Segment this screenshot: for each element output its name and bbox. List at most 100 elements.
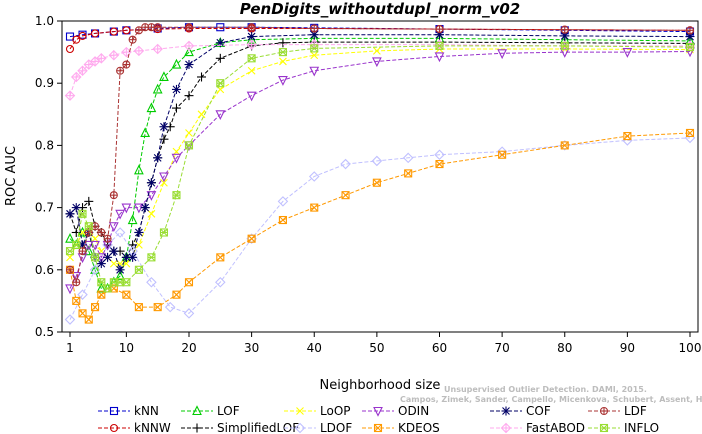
series-ldf-point: [78, 247, 87, 256]
series-odin-point: [71, 271, 82, 282]
legend-marker: [373, 406, 383, 417]
series-inflo-point: [278, 48, 287, 57]
series-ldf-point: [128, 35, 137, 44]
series-cof-point: [146, 178, 156, 188]
series-inflo-point: [103, 284, 112, 293]
series-simplifiedlof-point: [215, 53, 225, 63]
legend-label: kNNW: [134, 421, 171, 434]
legend-marker: [109, 423, 119, 433]
series-ldof-point: [402, 152, 414, 164]
series-inflo-point: [560, 41, 569, 50]
series-simplifiedlof-point: [278, 38, 288, 48]
legend-label: FastABOD: [526, 421, 585, 434]
y-tick-label: 0.6: [35, 263, 54, 277]
series-lof-point: [133, 164, 144, 175]
series-ldf-point: [65, 265, 75, 274]
series-lof-point: [127, 214, 138, 225]
series-knnw-point: [72, 35, 81, 44]
watermark-line-1: Unsupervised Outlier Detection. DAMI, 20…: [444, 385, 647, 394]
series-fastabod-point: [246, 39, 257, 50]
legend-item-kdeos: KDEOS: [362, 421, 440, 434]
series-fastabod-point: [77, 65, 88, 77]
series-lof-point: [83, 245, 94, 256]
series-kdeos-point: [404, 169, 413, 178]
x-tick-label: 100: [679, 341, 702, 355]
series-loop-point: [279, 57, 287, 66]
series-inflo-point: [84, 222, 93, 231]
watermark-line-2: Campos, Zimek, Sander, Campello, Micenko…: [400, 395, 702, 404]
series-ldf-point: [310, 24, 319, 33]
x-tick-label: 30: [244, 341, 259, 355]
x-axis-ticks: 1 10 20 30 40 50 60 70 80 90 100: [66, 332, 701, 355]
series-inflo-point: [122, 278, 131, 287]
x-tick-label: 1: [66, 341, 74, 355]
series-cof-line: [69, 34, 691, 272]
series-loop-point: [310, 51, 319, 60]
series-inflo-point: [91, 253, 100, 262]
series-fastabod-point: [108, 49, 120, 61]
series-kdeos-point: [134, 303, 143, 312]
series-cof-point: [115, 265, 125, 275]
series-kdeos-point: [341, 191, 350, 200]
legend-label: ODIN: [398, 404, 429, 418]
series-cof-point: [109, 246, 119, 256]
series-lof-point: [152, 83, 163, 94]
x-tick-label: 90: [620, 341, 635, 355]
series-cof-point: [128, 252, 138, 262]
y-tick-label: 0.8: [35, 138, 54, 152]
series-ldof-point: [77, 289, 88, 300]
series-cof-point: [184, 60, 194, 70]
legend-marker: [599, 423, 609, 433]
series-inflo-point: [685, 43, 695, 52]
x-tick-label: 10: [119, 341, 134, 355]
y-axis-ticks: 0.5 0.6 0.7 0.8 0.9 1.0: [35, 14, 62, 339]
series-knnw-point: [109, 27, 118, 36]
legend-item-ldf: LDF: [588, 404, 647, 418]
legend-marker: [599, 406, 609, 416]
series-odin-point: [278, 76, 288, 86]
y-axis-label: ROC AUC: [4, 146, 19, 206]
series-lof-point: [96, 282, 107, 293]
series-simplifiedlof-point: [84, 196, 94, 206]
legend-marker: [373, 423, 383, 433]
legend-item-fastabod: FastABOD: [490, 421, 585, 434]
series-inflo-point: [435, 41, 444, 50]
series-ldof-point: [146, 276, 157, 288]
legend-item-inflo: INFLO: [588, 421, 659, 434]
legend-marker: [501, 406, 511, 416]
series-simplifiedlof: [65, 37, 695, 262]
series-inflo-point: [216, 79, 225, 88]
x-tick-label: 80: [557, 341, 572, 355]
series-inflo-point: [172, 191, 181, 200]
series-kdeos-line: [69, 132, 691, 321]
series-kdeos-point: [685, 128, 695, 138]
series-inflo-point: [184, 141, 194, 150]
x-tick-label: 50: [369, 341, 384, 355]
series-cof-point: [140, 203, 150, 213]
legend-item-knnw: kNNW: [98, 421, 171, 434]
series-kdeos-point: [310, 203, 319, 212]
series-ldf: [65, 23, 695, 287]
series-ldf-point: [153, 23, 162, 32]
legend-item-cof: COF: [490, 404, 551, 418]
series-ldof-point: [308, 171, 320, 182]
series-ldf-point: [97, 228, 106, 237]
series-odin-point: [146, 191, 157, 201]
series-ldof-point: [434, 149, 445, 161]
legend-marker: [296, 407, 304, 415]
series-ldof-point: [277, 196, 289, 207]
series-lof-point: [65, 232, 75, 243]
series-cof-point: [215, 38, 225, 48]
series-ldf-point: [247, 23, 256, 32]
series-simplifiedlof-point: [184, 91, 194, 101]
legend-marker: [294, 422, 306, 434]
series-odin-point: [115, 209, 125, 220]
series-ldof-point: [340, 158, 351, 170]
legend-marker: [500, 422, 512, 434]
series-inflo-point: [65, 247, 75, 256]
series-odin-point: [497, 49, 508, 60]
series-kdeos-point: [122, 290, 131, 299]
series-kdeos-point: [435, 160, 444, 169]
series-lof-point: [159, 71, 169, 82]
series-inflo-point: [310, 44, 319, 53]
